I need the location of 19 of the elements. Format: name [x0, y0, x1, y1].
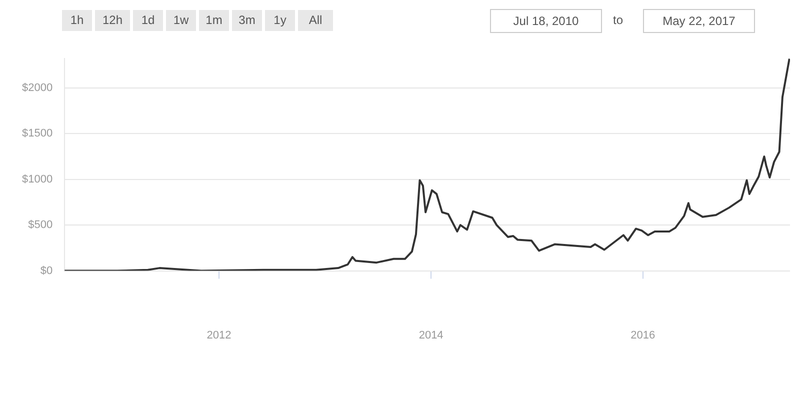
text: 3m: [232, 10, 262, 31]
text: All: [298, 10, 333, 31]
y-tick-label: $1500: [22, 128, 53, 140]
x-tick-label: 2016: [630, 329, 656, 342]
text: 1m: [199, 10, 229, 31]
text: 12h: [95, 10, 130, 31]
text: 1y: [265, 10, 295, 31]
y-tick-label: $1000: [22, 173, 53, 186]
y-tick-label: $500: [28, 219, 53, 232]
text: 1d: [133, 10, 163, 31]
text: 1w: [166, 10, 196, 31]
text: to: [613, 12, 624, 29]
y-tick-label: $2000: [22, 82, 53, 94]
y-tick-label: $0: [40, 264, 53, 277]
x-tick-label: 2012: [206, 329, 232, 342]
text: Jul 18, 2010: [490, 9, 602, 33]
text: May 22, 2017: [643, 9, 755, 33]
x-tick-label: 2014: [418, 329, 444, 342]
text: 1h: [62, 10, 92, 31]
